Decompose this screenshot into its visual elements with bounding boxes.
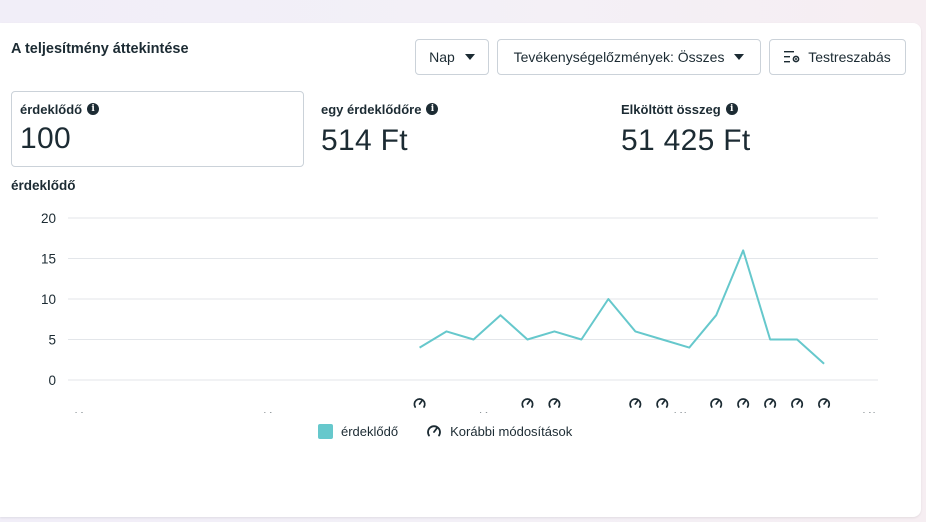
customize-label: Testreszabás [808, 49, 891, 65]
chart-legend: érdeklődő Korábbi módosítások [318, 423, 572, 439]
series-line [419, 249, 825, 365]
activity-history-label: Tevékenységelőzmények: Összes [513, 49, 725, 65]
legend-edits-label: Korábbi módosítások [450, 423, 573, 439]
line-chart: 0 5 10 15 20 jún. 10. jún. 17. jún. 25. júl. 2. j… [41, 211, 894, 413]
edit-marker-gauge-icon[interactable] [547, 396, 562, 410]
metric-cost-per-lead[interactable]: egy érdeklődőre i 514 Ft [321, 100, 439, 158]
settings-list-icon [784, 51, 800, 63]
metric-amount-spent-value: 51 425 Ft [621, 124, 751, 157]
period-dropdown[interactable]: Nap [415, 39, 489, 75]
edit-marker-gauge-icon[interactable] [655, 396, 670, 410]
info-icon[interactable]: i [725, 103, 738, 115]
edit-marker-gauge-icon[interactable] [736, 396, 751, 410]
info-icon[interactable]: i [87, 103, 100, 115]
legend-item-leads[interactable]: érdeklődő [318, 423, 399, 439]
metric-leads[interactable]: érdeklődő i 100 [11, 91, 304, 167]
chart-title: érdeklődő [11, 178, 76, 193]
page-title: A teljesítmény áttekintése [11, 41, 189, 57]
metric-leads-value: 100 [20, 122, 71, 155]
legend-leads-label: érdeklődő [341, 423, 399, 439]
y-tick-label: 15 [41, 252, 56, 267]
y-tick-label: 20 [41, 211, 56, 226]
edit-marker-gauge-icon[interactable] [763, 396, 778, 410]
x-tick-label: júl. 9. [861, 410, 893, 413]
edit-marker-gauge-icon[interactable] [790, 396, 805, 410]
metric-cost-per-lead-label: egy érdeklődőre [321, 101, 422, 117]
edit-marker-gauge-icon[interactable] [709, 396, 724, 410]
x-tick-label: jún. 25. [478, 410, 522, 413]
x-tick-label: jún. 17. [262, 410, 306, 413]
period-dropdown-label: Nap [429, 49, 455, 65]
chevron-down-icon [464, 54, 475, 60]
legend-swatch [318, 423, 333, 439]
edit-marker-gauge-icon[interactable] [412, 396, 427, 410]
metric-leads-label: érdeklődő [20, 101, 83, 117]
y-tick-label: 5 [48, 333, 56, 348]
metric-amount-spent-label: Elköltött összeg [621, 101, 721, 117]
gauge-icon [427, 425, 441, 437]
edit-marker-gauge-icon[interactable] [628, 396, 643, 410]
edit-marker-gauge-icon[interactable] [520, 396, 535, 410]
metric-amount-spent[interactable]: Elköltött összeg i 51 425 Ft [621, 100, 750, 158]
legend-item-edits[interactable]: Korábbi módosítások [426, 423, 572, 439]
activity-history-dropdown[interactable]: Tevékenységelőzmények: Összes [497, 39, 761, 75]
x-tick-label: jún. 10. [74, 410, 118, 413]
performance-overview-card: A teljesítmény áttekintése Nap Tevékenys… [0, 23, 921, 517]
x-tick-label: júl. 2. [673, 410, 705, 413]
y-tick-label: 0 [48, 373, 56, 388]
customize-button[interactable]: Testreszabás [769, 39, 906, 75]
chevron-down-icon [734, 54, 745, 60]
edit-marker-gauge-icon[interactable] [817, 396, 832, 410]
metric-cost-per-lead-value: 514 Ft [321, 124, 408, 157]
info-icon[interactable]: i [426, 103, 439, 115]
y-tick-label: 10 [41, 292, 56, 307]
